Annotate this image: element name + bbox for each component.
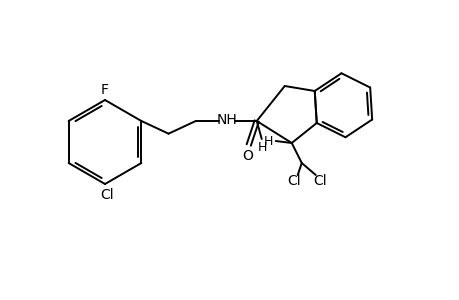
Text: F: F — [101, 83, 109, 97]
Text: Cl: Cl — [100, 188, 113, 202]
Text: H: H — [257, 140, 267, 154]
Text: NH: NH — [216, 113, 236, 127]
Text: H: H — [263, 134, 273, 148]
Text: O: O — [242, 149, 252, 163]
Text: Cl: Cl — [286, 174, 300, 188]
Text: Cl: Cl — [312, 174, 326, 188]
